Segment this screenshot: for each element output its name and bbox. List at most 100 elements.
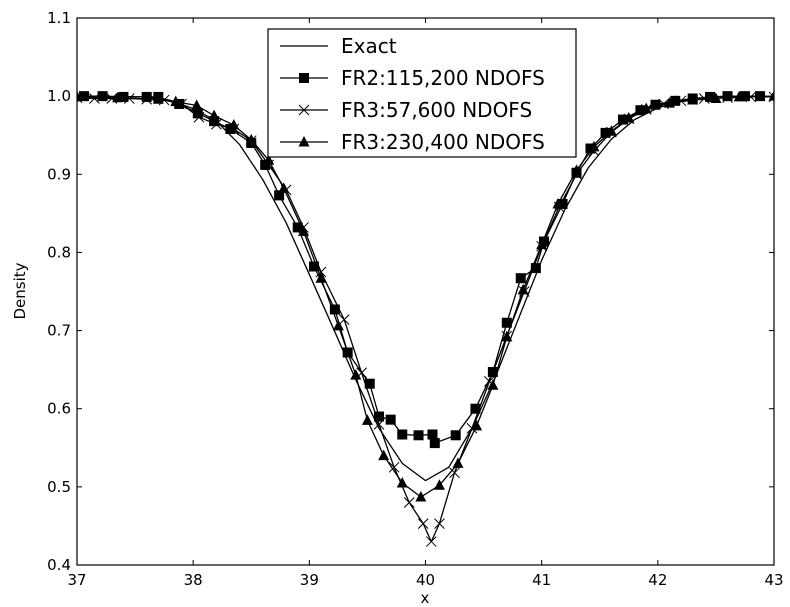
square-marker: [192, 108, 203, 119]
series-line: [77, 95, 774, 482]
square-marker: [427, 429, 438, 440]
square-marker: [308, 261, 319, 272]
triangle-marker: [623, 112, 635, 123]
triangle-marker: [471, 419, 483, 431]
y-tick-label: 0.5: [47, 478, 71, 496]
x-marker: [338, 314, 350, 325]
square-marker: [397, 429, 408, 440]
triangle-marker: [452, 457, 464, 468]
series-0: [77, 95, 774, 482]
triangle-marker: [571, 164, 583, 175]
legend-box: [267, 28, 577, 158]
legend-item: FR3:230,400 NDOFS: [280, 130, 545, 154]
square-marker: [385, 414, 396, 425]
series-line: [77, 95, 774, 498]
square-marker: [374, 411, 385, 422]
square-marker: [705, 91, 716, 102]
x-marker: [193, 111, 205, 123]
x-marker: [698, 93, 710, 104]
square-marker: [600, 127, 611, 138]
square-marker: [617, 114, 628, 125]
x-tick-label: 43: [764, 571, 783, 589]
triangle-marker: [588, 140, 600, 152]
series-2: [77, 91, 774, 547]
square-marker: [141, 91, 152, 102]
triangle-marker: [152, 93, 164, 104]
triangle-marker: [361, 414, 373, 425]
x-marker: [373, 418, 385, 430]
triangle-marker: [298, 136, 310, 147]
legend-label: FR2:115,200 NDOFS: [341, 66, 545, 90]
legend: Exact FR2:115,200 NDOFS FR3:57,600 NDOFS FR…: [267, 28, 577, 158]
x-marker: [403, 497, 415, 508]
x-tick-label: 39: [300, 571, 319, 589]
x-tick-label: 40: [416, 571, 435, 589]
square-marker: [413, 430, 424, 441]
square-marker: [501, 317, 512, 328]
x-tick-label: 37: [67, 571, 86, 589]
triangle-marker: [733, 90, 745, 102]
x-marker: [388, 461, 400, 473]
triangle-marker: [415, 491, 427, 502]
triangle-marker: [170, 95, 182, 107]
legend-label: FR3:57,600 NDOFS: [341, 98, 532, 122]
x-marker: [675, 95, 687, 107]
triangle-marker: [378, 449, 390, 461]
triangle-marker: [228, 119, 240, 130]
triangle-marker: [552, 197, 564, 209]
triangle-marker: [687, 94, 699, 105]
square-marker: [429, 438, 440, 449]
y-tick-label: 1.1: [47, 9, 71, 27]
square-marker: [515, 273, 526, 284]
triangle-marker: [487, 379, 499, 390]
y-axis-title: Density: [11, 262, 29, 319]
triangle-marker: [263, 154, 275, 165]
x-marker: [211, 118, 222, 130]
triangle-marker: [768, 90, 774, 101]
triangle-marker: [501, 330, 513, 342]
square-marker: [670, 95, 681, 106]
square-marker: [274, 190, 285, 201]
legend-label: FR3:230,400 NDOFS: [341, 130, 545, 154]
triangle-marker: [710, 92, 722, 103]
y-tick-label: 0.9: [47, 165, 71, 183]
ticks-layer: [76, 17, 775, 566]
triangle-marker: [332, 319, 344, 331]
x-marker: [298, 104, 310, 116]
x-tick-label: 42: [648, 571, 667, 589]
legend-item: FR3:57,600 NDOFS: [280, 98, 532, 122]
y-tick-label: 0.6: [47, 400, 71, 418]
square-marker: [78, 91, 89, 102]
triangle-marker: [517, 283, 529, 295]
tick-labels-layer: 37 38 39 40 41 42 43 0.4 0.5 0.6 0.7 0.8 0.9 1.0 1.1: [47, 9, 783, 589]
series-line: [77, 96, 774, 543]
y-tick-label: 0.4: [47, 556, 71, 574]
triangle-marker: [396, 476, 408, 488]
y-tick-label: 0.8: [47, 243, 71, 261]
y-tick-label: 1.0: [47, 87, 71, 105]
triangle-marker: [640, 102, 652, 114]
square-marker: [722, 91, 733, 102]
triangle-marker: [350, 369, 362, 380]
square-marker: [470, 403, 481, 414]
triangle-marker: [433, 479, 445, 490]
x-marker: [449, 467, 460, 479]
x-marker: [425, 536, 437, 547]
x-tick-label: 41: [532, 571, 551, 589]
square-marker: [260, 159, 271, 170]
square-marker: [364, 378, 375, 389]
triangle-marker: [191, 99, 203, 111]
square-marker: [292, 222, 303, 233]
x-axis-title: x: [421, 589, 430, 607]
legend-label: Exact: [341, 34, 397, 58]
triangle-marker: [605, 125, 617, 136]
series-layer: [77, 90, 774, 547]
x-marker: [89, 93, 100, 104]
legend-item: Exact: [280, 34, 397, 58]
triangle-marker: [315, 272, 327, 283]
triangle-marker: [536, 238, 548, 250]
legend-item: FR2:115,200 NDOFS: [280, 66, 545, 90]
square-marker: [530, 263, 541, 274]
triangle-marker: [112, 91, 124, 103]
triangle-marker: [298, 225, 310, 236]
